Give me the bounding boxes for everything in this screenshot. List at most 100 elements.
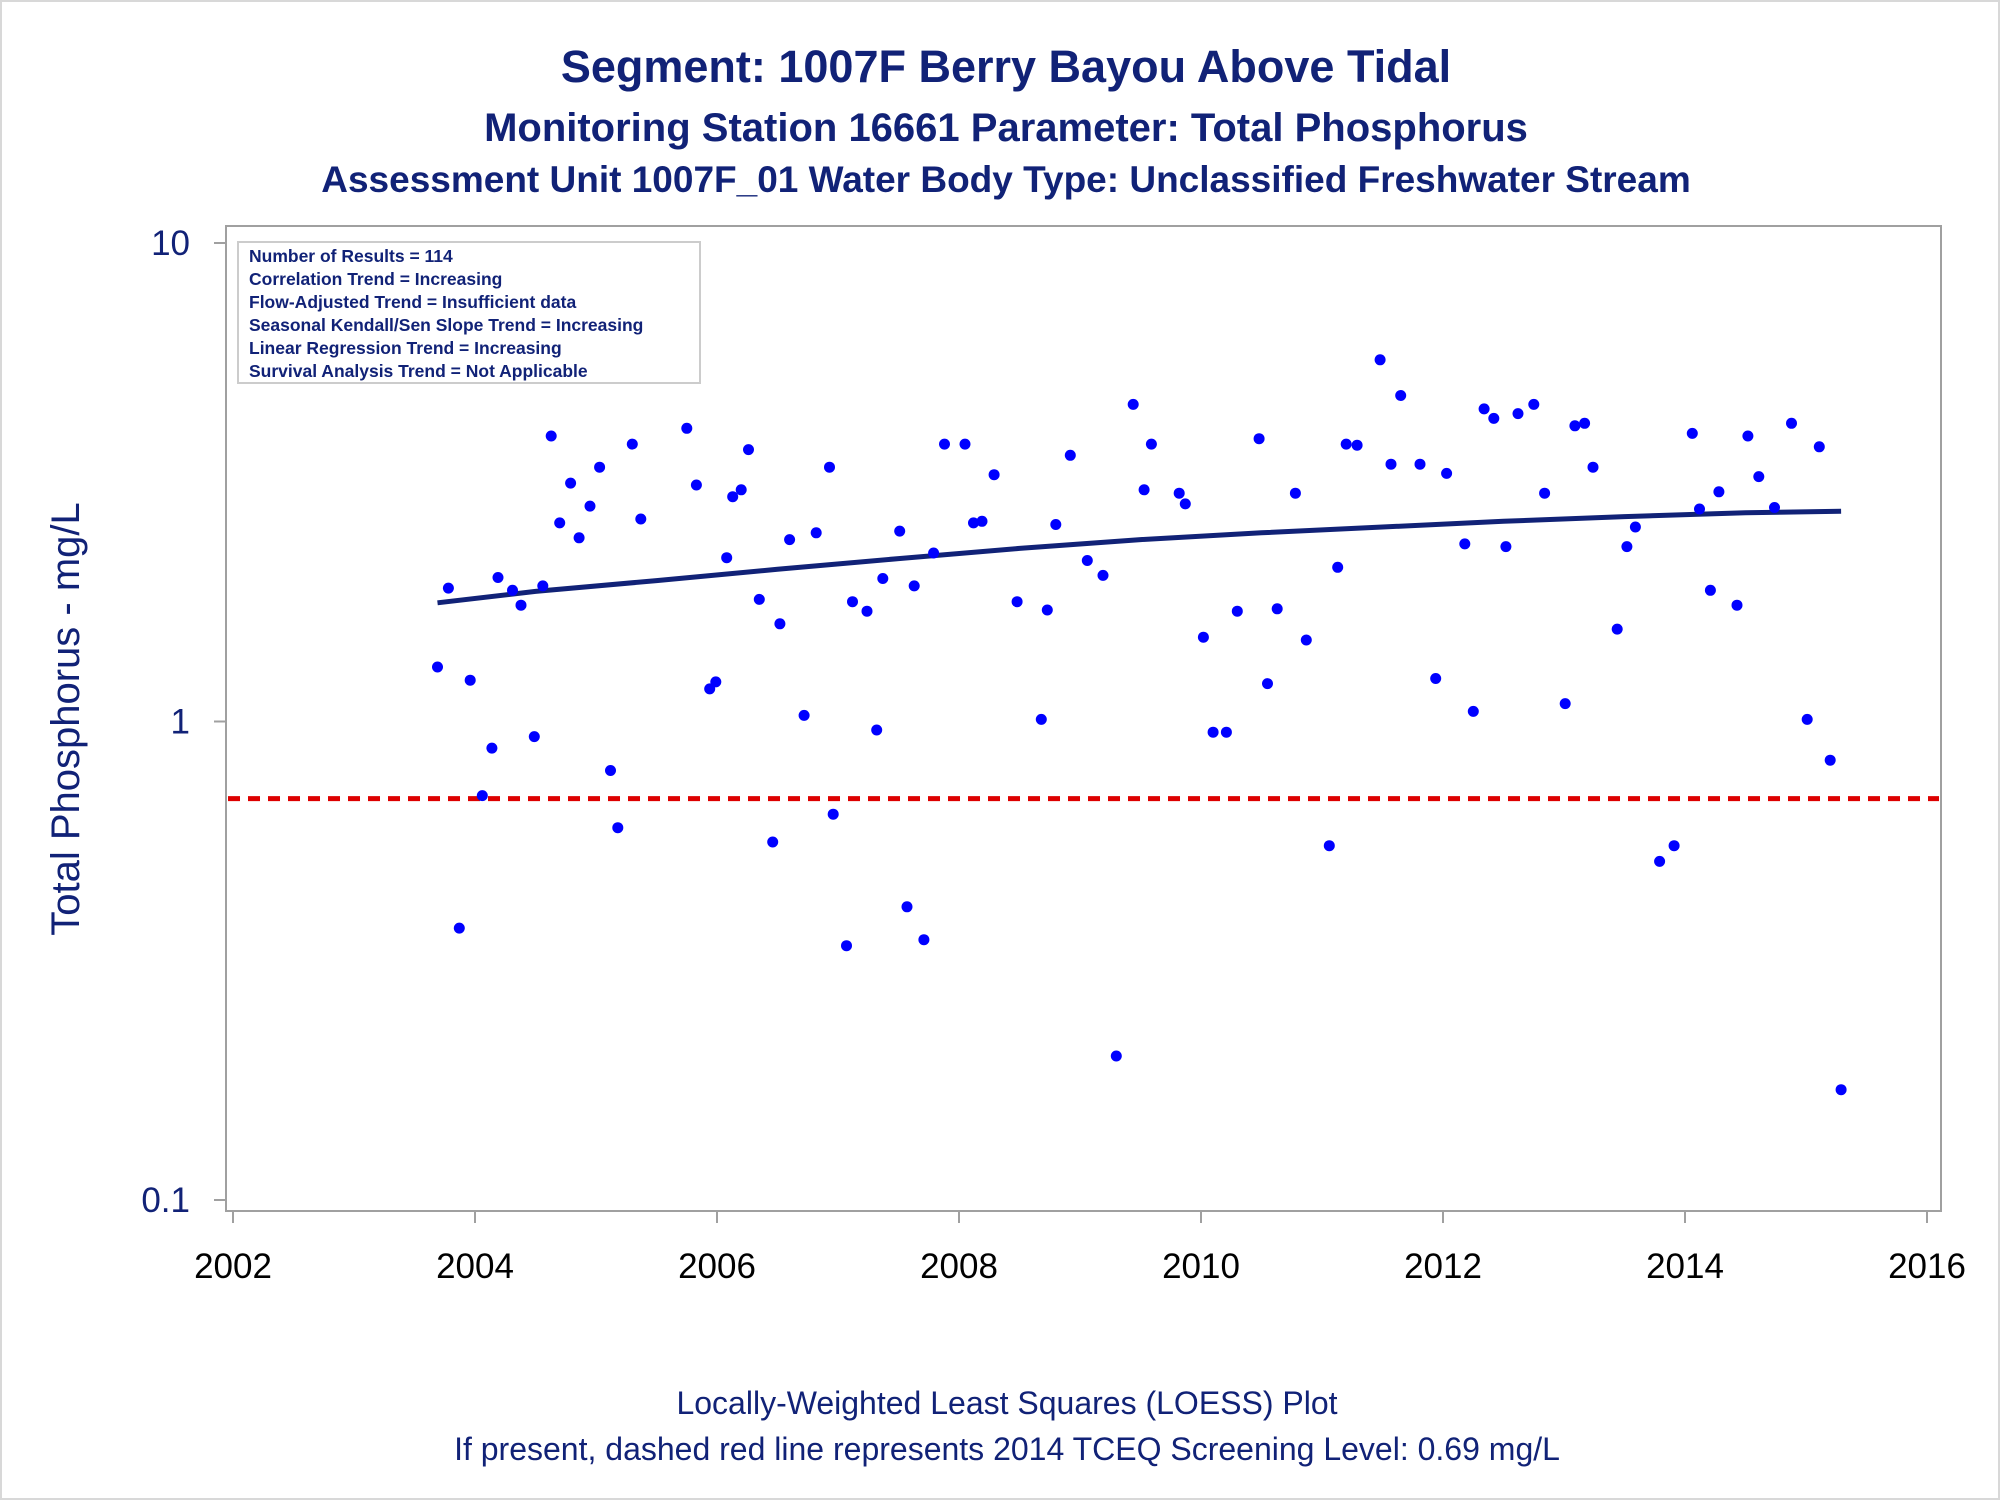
data-point — [612, 822, 624, 834]
data-point — [1220, 726, 1232, 738]
data-point — [908, 580, 920, 592]
y-tick-label: 10 — [151, 224, 190, 263]
data-point — [1753, 471, 1765, 483]
data-point — [1694, 503, 1705, 515]
summary-line: Seasonal Kendall/Sen Slope Trend = Incre… — [249, 315, 643, 335]
data-point — [690, 479, 702, 491]
data-point — [1713, 486, 1725, 498]
data-point — [1629, 521, 1641, 533]
data-point — [432, 661, 443, 673]
data-point — [681, 422, 693, 434]
data-point — [1340, 438, 1352, 450]
data-point — [1207, 726, 1219, 738]
x-tick-label: 2002 — [194, 1247, 272, 1286]
data-point — [486, 742, 498, 754]
data-point — [545, 430, 557, 442]
data-point — [507, 584, 518, 596]
data-point — [1351, 439, 1363, 451]
data-point — [1559, 698, 1571, 710]
data-point — [635, 513, 647, 525]
y-tick-label: 0.1 — [141, 1181, 190, 1220]
loess-trend-line — [437, 508, 1842, 606]
data-point — [1579, 417, 1591, 429]
data-point — [918, 934, 930, 946]
summary-line: Correlation Trend = Increasing — [249, 269, 502, 289]
data-point — [442, 582, 454, 594]
data-point — [1786, 417, 1797, 429]
data-point — [1686, 427, 1698, 439]
x-tick-label: 2008 — [920, 1247, 998, 1286]
trend-summary-box: Number of Results = 114 Correlation Tren… — [237, 241, 701, 384]
data-point — [1110, 1050, 1122, 1062]
data-point — [1138, 484, 1150, 496]
data-point — [1414, 458, 1426, 470]
x-tick-label: 2016 — [1888, 1247, 1966, 1286]
data-point — [928, 547, 940, 559]
data-point — [1300, 634, 1312, 646]
data-point — [594, 461, 606, 473]
data-point — [827, 808, 839, 820]
data-point — [798, 709, 810, 721]
data-point — [959, 438, 971, 450]
data-point — [528, 731, 540, 743]
data-point — [824, 461, 835, 473]
y-axis: 0.1 1 10 — [141, 224, 226, 1220]
data-point — [727, 491, 739, 503]
data-point — [1835, 1084, 1847, 1096]
x-tick-label: 2014 — [1646, 1247, 1724, 1286]
data-point — [1704, 584, 1716, 596]
data-point — [1271, 603, 1283, 615]
data-point — [767, 836, 779, 848]
data-point — [1500, 541, 1512, 553]
data-point — [894, 525, 906, 537]
data-point — [1467, 705, 1479, 717]
chart-subtitle-2: Assessment Unit 1007F_01 Water Body Type… — [321, 159, 1691, 200]
data-point — [1668, 840, 1680, 852]
data-point — [554, 517, 566, 529]
data-point — [584, 500, 596, 512]
data-point — [1197, 631, 1209, 643]
data-point — [1145, 438, 1157, 450]
chart-title: Segment: 1007F Berry Bayou Above Tidal — [561, 41, 1451, 92]
footnote-screening: If present, dashed red line represents 2… — [454, 1431, 1560, 1467]
data-point — [1569, 420, 1581, 432]
trend-line-path — [437, 508, 1842, 606]
data-point — [901, 901, 913, 913]
data-point — [784, 534, 796, 546]
data-point — [1478, 403, 1490, 415]
data-point — [847, 596, 858, 608]
summary-line: Number of Results = 114 — [249, 246, 453, 266]
data-point — [1654, 855, 1666, 867]
data-point — [1179, 498, 1191, 510]
data-point — [1813, 441, 1825, 453]
data-point — [1097, 569, 1109, 581]
data-point — [1064, 449, 1076, 461]
x-tick-label: 2004 — [436, 1247, 514, 1286]
data-point — [573, 532, 585, 544]
data-point — [1173, 487, 1185, 499]
data-point — [464, 674, 476, 686]
data-point — [743, 444, 754, 456]
data-point — [976, 515, 988, 527]
data-point — [1611, 623, 1623, 635]
data-point — [1041, 604, 1053, 616]
data-point — [810, 527, 822, 539]
data-point — [1011, 596, 1023, 608]
data-point — [1323, 840, 1335, 852]
summary-line: Linear Regression Trend = Increasing — [249, 338, 562, 358]
data-point — [968, 517, 979, 529]
data-point — [774, 618, 786, 630]
y-axis-label: Total Phosphorus - mg/L — [44, 502, 88, 936]
data-point — [1332, 561, 1344, 573]
data-point — [476, 790, 488, 802]
data-point — [1801, 713, 1813, 725]
data-point — [871, 724, 883, 736]
data-point — [626, 438, 638, 450]
data-point — [988, 469, 1000, 481]
data-point — [1374, 354, 1386, 366]
data-point — [1430, 673, 1442, 684]
data-point — [1824, 754, 1836, 766]
data-point — [753, 593, 765, 605]
